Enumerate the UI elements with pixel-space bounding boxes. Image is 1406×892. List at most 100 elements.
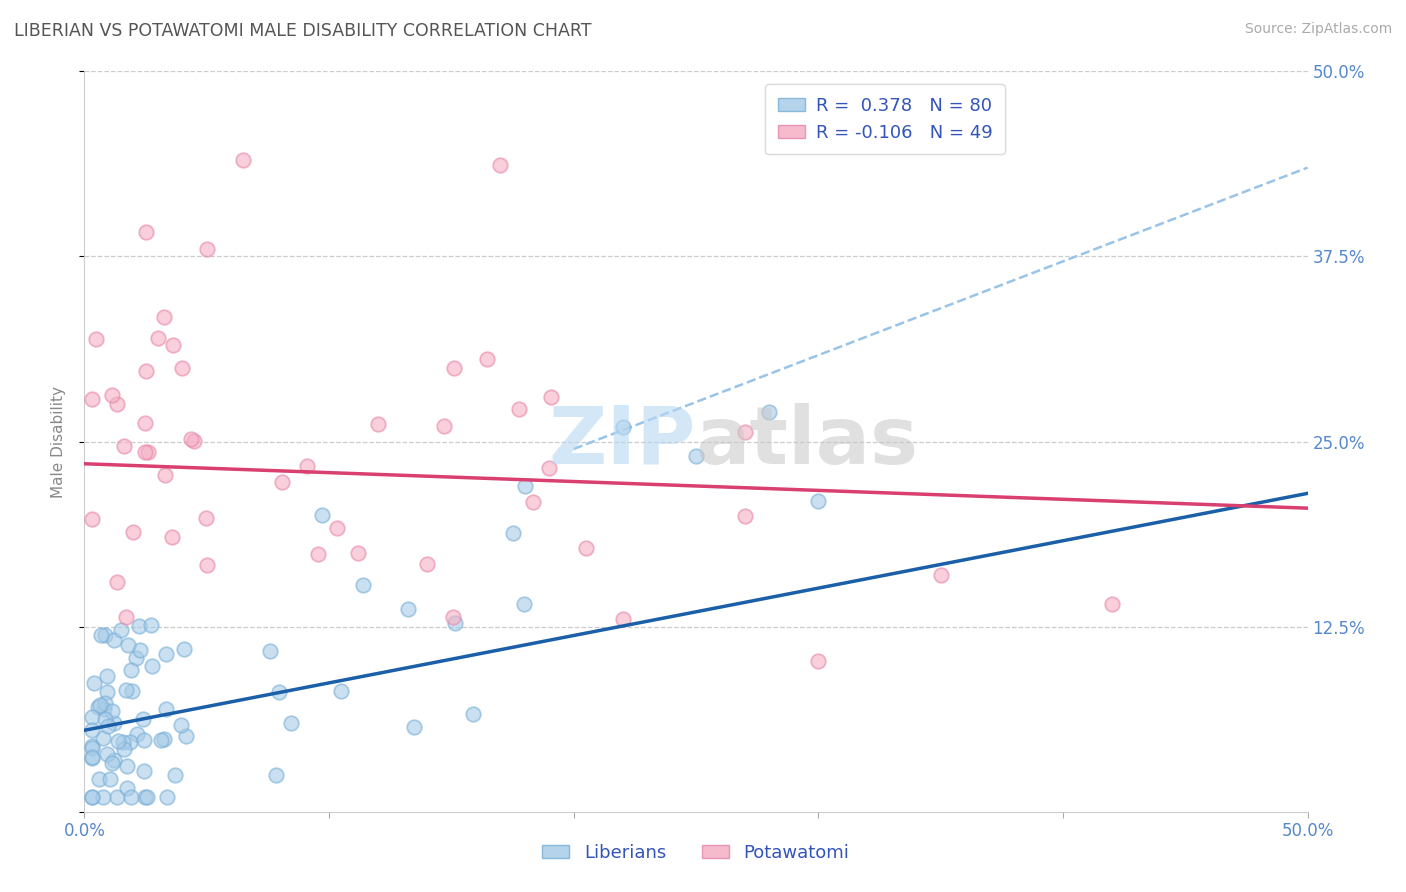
Text: Source: ZipAtlas.com: Source: ZipAtlas.com	[1244, 22, 1392, 37]
Point	[98, 772, 121, 786]
Point	[162, 338, 184, 352]
Point	[513, 479, 536, 493]
Point	[103, 632, 125, 647]
Point	[734, 508, 756, 523]
Point	[96, 669, 118, 683]
Point	[132, 764, 155, 779]
Point	[326, 521, 349, 535]
Point	[416, 557, 439, 571]
Point	[96, 747, 118, 762]
Point	[141, 617, 163, 632]
Point	[134, 789, 156, 804]
Point	[122, 524, 145, 539]
Point	[112, 439, 135, 453]
Point	[120, 789, 142, 804]
Point	[110, 623, 132, 637]
Point	[93, 702, 115, 716]
Point	[80, 741, 103, 756]
Text: atlas: atlas	[696, 402, 920, 481]
Point	[1101, 598, 1123, 612]
Point	[128, 619, 150, 633]
Point	[135, 364, 157, 378]
Point	[120, 663, 142, 677]
Point	[80, 750, 103, 764]
Text: ZIP: ZIP	[548, 402, 696, 481]
Point	[134, 445, 156, 459]
Point	[80, 789, 103, 804]
Point	[80, 723, 103, 737]
Point	[124, 651, 146, 665]
Point	[162, 530, 184, 544]
Point	[734, 425, 756, 439]
Point	[134, 416, 156, 430]
Point	[89, 772, 111, 786]
Point	[146, 331, 169, 345]
Point	[172, 360, 194, 375]
Point	[101, 388, 124, 402]
Point	[117, 638, 139, 652]
Point	[105, 789, 128, 804]
Point	[90, 628, 112, 642]
Point	[271, 475, 294, 489]
Point	[103, 716, 125, 731]
Point	[80, 392, 103, 406]
Point	[150, 732, 173, 747]
Point	[538, 461, 561, 475]
Point	[307, 547, 329, 561]
Point	[96, 685, 118, 699]
Point	[612, 419, 634, 434]
Point	[125, 727, 148, 741]
Point	[93, 731, 115, 745]
Point	[87, 699, 110, 714]
Point	[115, 759, 138, 773]
Point	[280, 716, 302, 731]
Point	[156, 789, 179, 804]
Point	[93, 628, 115, 642]
Point	[136, 444, 159, 458]
Point	[367, 417, 389, 431]
Point	[575, 541, 598, 555]
Point	[103, 753, 125, 767]
Point	[129, 643, 152, 657]
Point	[155, 702, 177, 716]
Point	[441, 610, 464, 624]
Y-axis label: Male Disability: Male Disability	[51, 385, 66, 498]
Point	[141, 659, 163, 673]
Point	[195, 511, 218, 525]
Point	[96, 719, 118, 733]
Point	[612, 612, 634, 626]
Point	[101, 756, 124, 771]
Point	[115, 781, 138, 796]
Point	[180, 432, 202, 446]
Point	[266, 767, 288, 781]
Point	[83, 676, 105, 690]
Point	[522, 494, 544, 508]
Point	[105, 574, 128, 589]
Point	[153, 468, 176, 483]
Point	[183, 434, 205, 449]
Point	[807, 654, 830, 668]
Point	[114, 610, 136, 624]
Point	[195, 558, 218, 572]
Point	[107, 734, 129, 748]
Point	[195, 242, 218, 256]
Point	[135, 226, 157, 240]
Point	[115, 683, 138, 698]
Point	[84, 332, 107, 346]
Point	[540, 390, 562, 404]
Point	[153, 310, 176, 325]
Point	[475, 352, 498, 367]
Point	[80, 789, 103, 804]
Point	[80, 710, 103, 724]
Point	[758, 405, 780, 419]
Point	[112, 735, 135, 749]
Point	[443, 615, 465, 630]
Point	[155, 648, 177, 662]
Point	[120, 735, 142, 749]
Point	[153, 732, 176, 747]
Point	[402, 720, 425, 734]
Point	[101, 704, 124, 718]
Legend: Liberians, Potawatomi: Liberians, Potawatomi	[536, 837, 856, 870]
Point	[259, 644, 281, 658]
Point	[80, 511, 103, 525]
